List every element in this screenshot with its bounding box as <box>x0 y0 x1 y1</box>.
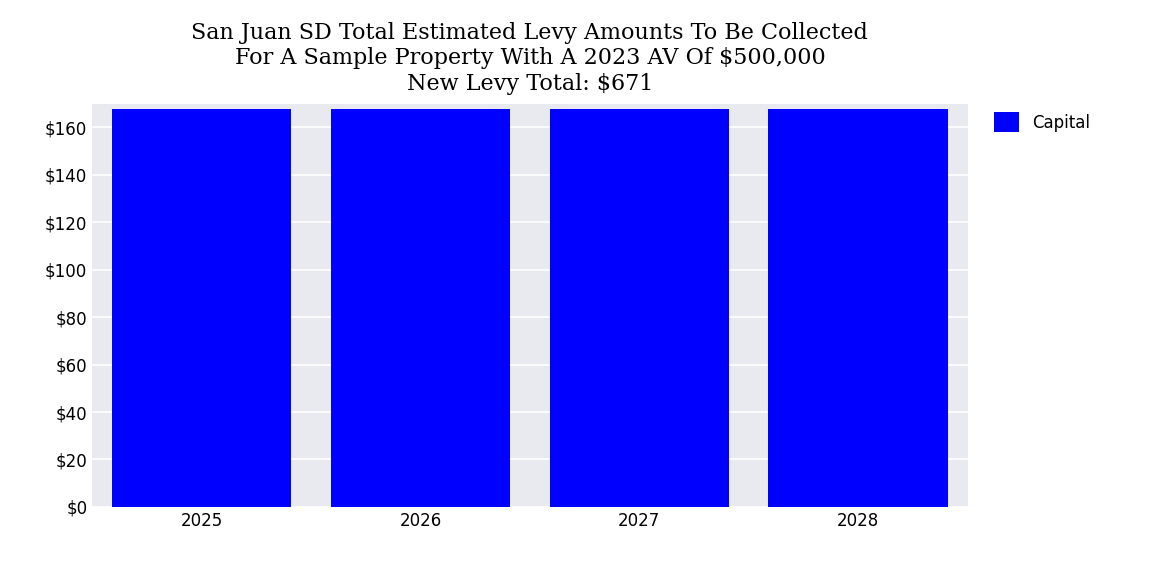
Bar <box>768 109 948 507</box>
Title: San Juan SD Total Estimated Levy Amounts To Be Collected
For A Sample Property W: San Juan SD Total Estimated Levy Amounts… <box>191 22 869 95</box>
Bar <box>331 109 510 507</box>
Bar <box>550 109 729 507</box>
Legend: Capital: Capital <box>993 112 1090 132</box>
Bar <box>112 109 291 507</box>
